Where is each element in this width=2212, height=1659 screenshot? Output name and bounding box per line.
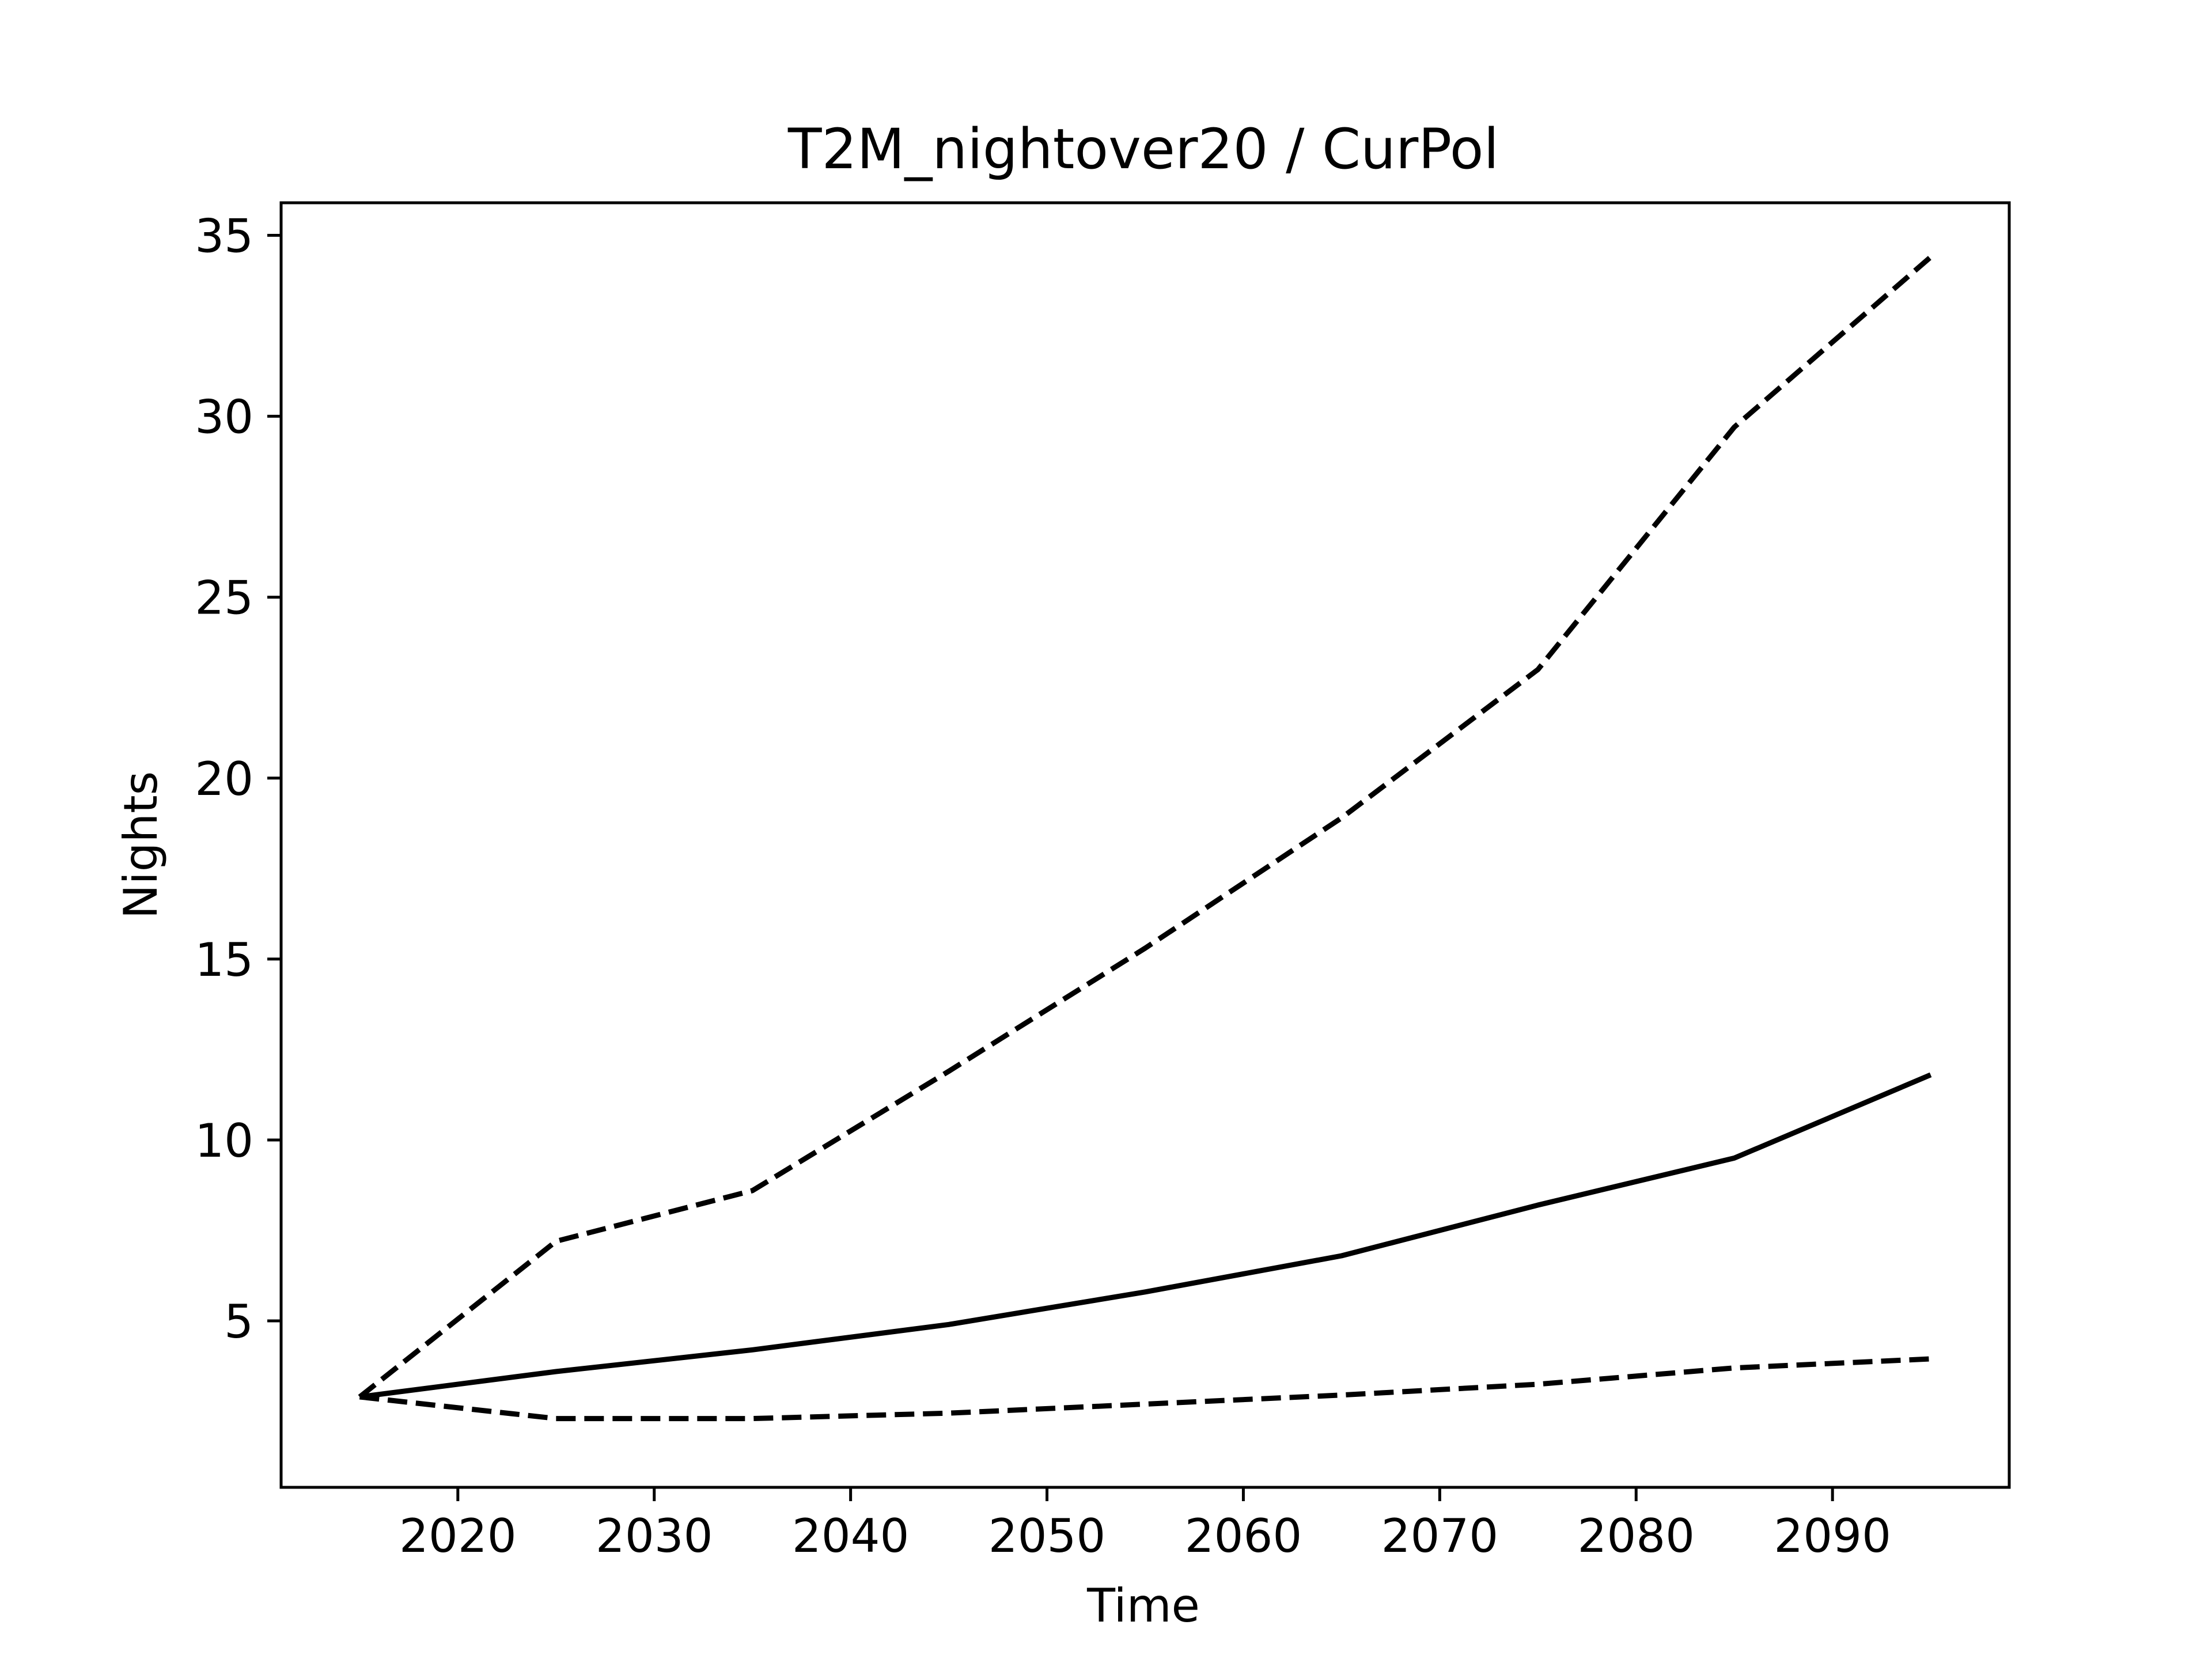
x-axis: 2020 2030 2040 2050 2060 2070 2080 2090 <box>399 1487 1891 1563</box>
y-tick-label: 20 <box>195 752 253 806</box>
x-tick-label: 2090 <box>1774 1509 1891 1563</box>
x-tick-label: 2060 <box>1185 1509 1302 1563</box>
series-line-1 <box>359 1072 1932 1400</box>
x-tick-label: 2040 <box>792 1509 910 1563</box>
x-tick-label: 2050 <box>988 1509 1106 1563</box>
series-line-2 <box>358 255 1933 1399</box>
y-axis-label: Nights <box>114 771 168 919</box>
series-line-3 <box>359 1356 1931 1422</box>
plot-frame <box>279 201 2011 1489</box>
chart-title: T2M_nightover20 / CurPol <box>787 117 1499 181</box>
x-tick-label: 2070 <box>1381 1509 1499 1563</box>
y-tick-label: 5 <box>224 1295 253 1349</box>
plot-area <box>279 201 2011 1489</box>
series-layer <box>358 255 1933 1422</box>
y-tick-label: 25 <box>195 571 253 625</box>
y-tick-label: 10 <box>195 1114 253 1168</box>
y-tick-label: 30 <box>195 391 253 444</box>
x-axis-label: Time <box>1086 1579 1200 1633</box>
x-tick-label: 2030 <box>596 1509 713 1563</box>
y-tick-label: 15 <box>195 933 253 987</box>
x-tick-label: 2020 <box>399 1509 517 1563</box>
y-tick-label: 35 <box>195 210 253 263</box>
x-tick-label: 2080 <box>1577 1509 1695 1563</box>
y-axis: 5 10 15 20 25 30 35 <box>195 210 281 1349</box>
